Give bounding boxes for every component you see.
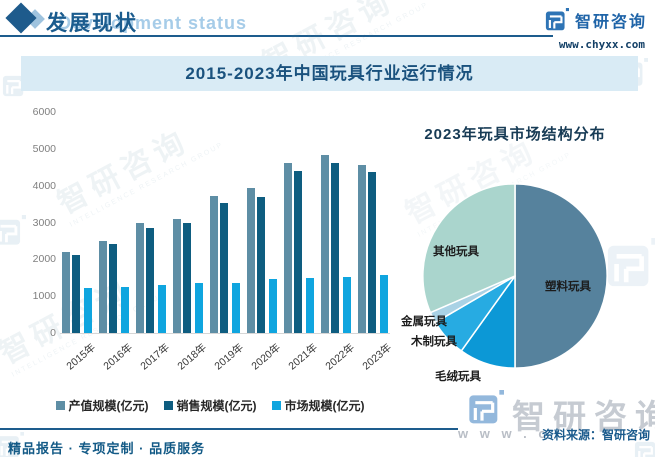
- bar-2021年-series2: [294, 171, 302, 333]
- bar-2022年-series2: [331, 163, 339, 333]
- pie-label-metal-toys: 金属玩具: [401, 316, 447, 328]
- footer-divider: [0, 428, 458, 430]
- legend-item-3: 市场规模(亿元): [271, 397, 365, 414]
- legend-swatch-icon: [55, 401, 65, 410]
- bar-2018年-series2: [183, 223, 191, 333]
- bar-chart-bars: [62, 112, 388, 333]
- bar-2017年-series1: [136, 223, 144, 333]
- watermark-url-fragment: w w w . c: [458, 426, 550, 441]
- legend-swatch-icon: [163, 401, 173, 410]
- pie-slice-塑料玩具: [514, 183, 608, 369]
- bar-2023年-series2: [368, 172, 376, 333]
- bar-2019年-series1: [210, 196, 218, 333]
- x-tick-2020年: 2020年: [249, 341, 283, 373]
- legend-label: 销售规模(亿元): [176, 399, 257, 413]
- data-source-note: 资料来源：智研咨询: [541, 428, 650, 442]
- bar-2016年-series2: [109, 244, 117, 333]
- y-tick-0: 0: [50, 327, 56, 339]
- pie-slice-其他玩具: [422, 183, 516, 314]
- bar-chart-legend: 产值规模(亿元) 销售规模(亿元) 市场规模(亿元): [45, 397, 375, 414]
- bar-2015年-series2: [72, 255, 80, 333]
- x-tick-2023年: 2023年: [360, 341, 394, 373]
- bar-2020年-series3: [269, 279, 277, 333]
- bar-group-2019年: [210, 196, 240, 333]
- x-tick-2021年: 2021年: [286, 341, 320, 373]
- bar-2016年-series3: [121, 287, 129, 333]
- bar-2019年-series3: [232, 283, 240, 333]
- bar-group-2022年: [321, 155, 351, 333]
- x-tick-2017年: 2017年: [138, 341, 172, 373]
- bar-2017年-series2: [146, 228, 154, 333]
- pie-label-plastic-toys: 塑料玩具: [545, 281, 591, 293]
- x-tick-2019年: 2019年: [212, 341, 246, 373]
- y-tick-4000: 4000: [32, 179, 56, 192]
- bar-group-2016年: [99, 241, 129, 333]
- y-tick-5000: 5000: [32, 142, 56, 155]
- header-diamond-icon: [5, 2, 37, 34]
- brand-url[interactable]: www.chyxx.com: [558, 38, 645, 51]
- bar-2022年-series1: [321, 155, 329, 333]
- legend-item-2: 销售规模(亿元): [163, 397, 257, 414]
- legend-item-1: 产值规模(亿元): [55, 397, 149, 414]
- y-tick-1000: 1000: [32, 290, 56, 303]
- page-title: 发展现状: [46, 12, 138, 35]
- bar-2015年-series3: [84, 288, 92, 333]
- bar-2016年-series1: [99, 241, 107, 333]
- legend-swatch-icon: [271, 401, 281, 410]
- x-tick-2018年: 2018年: [175, 341, 209, 373]
- y-tick-6000: 6000: [32, 106, 56, 118]
- pie-label-plush-toys: 毛绒玩具: [435, 371, 481, 383]
- bar-2018年-series3: [195, 283, 203, 333]
- bar-chart-plot: [62, 112, 388, 333]
- bar-2019年-series2: [220, 203, 228, 333]
- x-tick-2022年: 2022年: [323, 341, 357, 373]
- bar-group-2018年: [173, 219, 203, 333]
- bar-2017年-series3: [158, 285, 166, 333]
- pie-label-other-toys: 其他玩具: [433, 246, 479, 258]
- bar-2020年-series2: [257, 197, 265, 333]
- pie-chart-title: 2023年玩具市场结构分布: [424, 126, 606, 143]
- bar-group-2020年: [247, 188, 277, 333]
- pie-label-wooden-toys: 木制玩具: [411, 336, 457, 348]
- chart-banner-title: 2015-2023年中国玩具行业运行情况: [21, 56, 638, 91]
- bar-2018年-series1: [173, 219, 181, 333]
- brand-name: 智研咨询: [574, 14, 647, 31]
- header-divider: [0, 35, 553, 37]
- bar-chart-baseline: [60, 333, 390, 334]
- bar-group-2021年: [284, 163, 314, 333]
- bar-2022年-series3: [343, 277, 351, 333]
- bar-2020年-series1: [247, 188, 255, 333]
- x-tick-2016年: 2016年: [101, 341, 135, 373]
- watermark-logo-icon: [606, 238, 655, 290]
- bar-group-2017年: [136, 223, 166, 333]
- legend-label: 产值规模(亿元): [68, 399, 149, 413]
- zhiyan-logo-icon: [545, 8, 569, 32]
- y-tick-2000: 2000: [32, 253, 56, 266]
- brand-logo[interactable]: 智研咨询: [545, 8, 647, 32]
- header-ghost-subtitle: Development status: [58, 13, 248, 33]
- bar-group-2023年: [358, 165, 388, 333]
- bar-group-2015年: [62, 252, 92, 333]
- bar-2015年-series1: [62, 252, 70, 333]
- bar-2021年-series3: [306, 278, 314, 333]
- watermark-logo-icon: [0, 215, 26, 247]
- bar-2023年-series1: [358, 165, 366, 333]
- bar-2023年-series3: [380, 275, 388, 333]
- x-tick-2015年: 2015年: [64, 341, 98, 373]
- bar-2021年-series1: [284, 163, 292, 333]
- y-tick-3000: 3000: [32, 216, 56, 229]
- pie-chart: [422, 183, 608, 369]
- legend-label: 市场规模(亿元): [284, 399, 365, 413]
- footer-tagline: 精品报告 · 专项定制 · 品质服务: [8, 441, 206, 456]
- zhiyan-logo-icon: [468, 390, 504, 426]
